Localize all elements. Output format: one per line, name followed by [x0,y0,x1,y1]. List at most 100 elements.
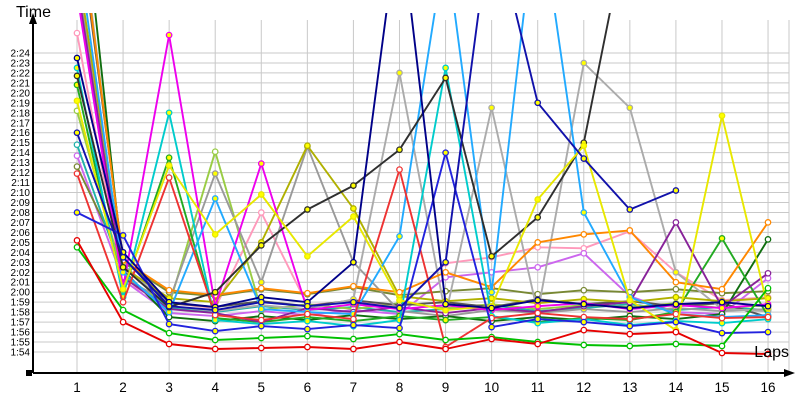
data-point-red-b-lap-3 [165,174,173,181]
data-point-orange-lap-16 [764,219,772,226]
series-line-blue [76,151,769,335]
x-axis-tick-labels: 1 2 3 4 5 6 7 8 9 10 11 12 13 14 15 16 [73,380,775,395]
y-tick-label: 2:24 [11,49,31,60]
data-point-green-medium-lap-15 [718,235,726,242]
data-point-black-lap-5 [257,242,265,249]
data-point-yellow-lap-12 [580,142,588,150]
y-tick-label: 2:09 [11,198,31,209]
y-tick-label: 2:15 [11,138,31,149]
y-axis-title: Time [16,4,51,21]
data-point-navy-b-lap-6 [304,302,311,310]
series-line-red [76,239,769,355]
data-point-teal-lap-1 [73,141,81,149]
x-tick-label: 8 [396,380,404,395]
data-point-gray-b-lap-8 [396,69,403,77]
data-point-pink-lap-1 [73,29,81,37]
x-tick-label: 10 [484,380,499,395]
x-tick-label: 16 [761,380,776,395]
data-point-green-lap-6 [304,332,311,340]
data-point-gray-b-lap-12 [580,59,588,67]
data-point-blue-lap-2 [119,232,127,239]
data-point-red-lap-1 [73,237,81,244]
data-point-navy-a-lap-15 [718,298,726,306]
data-point-blue-lap-14 [672,318,680,326]
y-tick-label: 2:13 [11,158,31,169]
data-point-red-b-lap-15 [718,314,726,322]
data-point-red-b-lap-7 [350,315,357,323]
y-tick-label: 2:06 [11,228,31,239]
y-tick-label: 2:10 [11,188,31,199]
data-point-navy-a-lap-16 [764,302,772,310]
series-line-magenta [79,13,769,312]
series-olive-green [73,163,772,300]
series-line-orange [90,13,769,297]
data-point-olive-lap-7 [350,205,357,212]
y-tick-label: 1:55 [11,338,31,349]
data-point-red-lap-8 [396,338,403,346]
x-tick-label: 2 [119,380,127,395]
data-point-orange-lap-5 [257,284,265,292]
data-point-blue-lap-1 [73,209,81,216]
data-point-black-lap-1 [73,72,81,80]
data-point-navy-b-lap-11 [534,99,542,107]
data-point-black-lap-8 [396,146,403,154]
y-tick-label: 2:02 [11,268,31,279]
x-tick-label: 14 [668,380,684,395]
data-point-blue-lap-3 [165,320,173,328]
data-point-green-lap-13 [626,342,634,350]
data-point-sky-blue-lap-4 [211,195,219,202]
data-point-navy-b-lap-8 [396,304,403,312]
data-point-green-lap-15 [718,342,726,350]
data-point-yellow-lap-8 [396,296,403,304]
y-tick-label: 1:57 [11,318,31,329]
series-navy-b [73,13,680,314]
data-point-olive-green-lap-1 [73,163,81,170]
data-point-navy-b-lap-13 [626,206,634,213]
data-point-orange-lap-6 [304,289,311,297]
axes [26,13,795,377]
data-point-red-b-lap-8 [396,166,403,173]
data-point-orange-lap-15 [718,285,726,293]
data-point-blue-lap-13 [626,322,634,330]
x-axis-arrow-icon [784,369,795,377]
x-tick-label: 3 [165,380,173,395]
y-tick-label: 2:21 [11,78,31,89]
y-tick-label: 2:01 [11,278,31,289]
x-tick-label: 4 [211,380,219,395]
data-point-green-lap-14 [672,340,680,348]
data-point-yellow-lap-1 [73,97,81,105]
data-point-red-lap-15 [718,349,726,357]
data-point-magenta-lap-5 [257,160,265,167]
data-point-orange-lap-3 [165,286,173,294]
data-point-blue-lap-16 [764,328,772,336]
data-point-navy-b-lap-14 [672,187,680,194]
data-point-gray-b-lap-13 [626,104,634,112]
data-point-red-lap-7 [350,345,357,353]
x-tick-label: 11 [531,380,545,395]
data-point-green-medium-lap-9 [442,316,449,324]
data-point-violet-lap-1 [73,152,81,160]
y-tick-label: 2:16 [11,128,31,139]
data-point-navy-a-lap-14 [672,300,680,308]
data-point-red-lap-16 [764,350,772,358]
data-point-orange-lap-11 [534,239,542,246]
y-axis-arrow-icon [29,13,37,24]
data-point-red-b-lap-1 [73,170,81,177]
data-point-yellow-lap-5 [257,191,265,198]
data-point-yellow-lap-4 [211,231,219,238]
data-point-red-b-lap-16 [764,313,772,321]
data-point-blue-lap-6 [304,325,311,333]
data-point-green-lap-5 [257,334,265,342]
series-line-yellow [76,99,769,332]
data-point-orange-lap-14 [672,278,680,286]
data-point-black-lap-10 [488,252,495,260]
data-point-green-lap-16 [764,284,772,292]
data-point-navy-b-lap-5 [257,298,265,306]
data-point-green-lap-2 [119,306,127,314]
data-point-orange-lap-9 [442,268,449,276]
data-point-yellow-lap-15 [718,112,726,120]
data-point-navy-b-lap-12 [580,155,588,162]
y-tick-label: 2:18 [11,108,31,119]
x-tick-label: 5 [258,380,266,395]
